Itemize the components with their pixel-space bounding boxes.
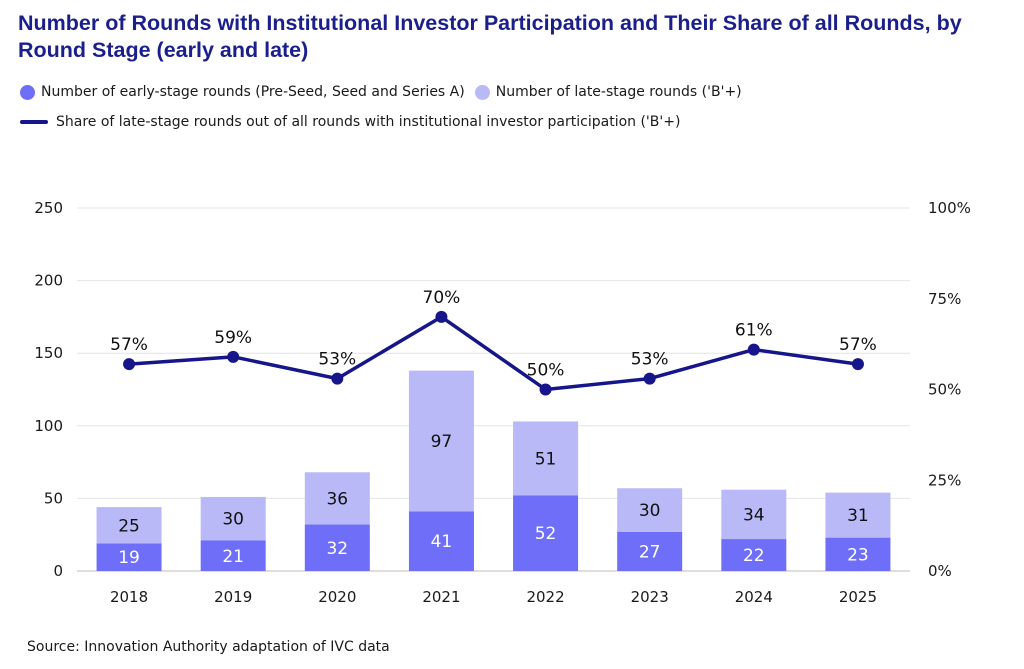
chart-title: Number of Rounds with Institutional Inve… [18,11,962,62]
data-label-late: 51 [535,449,557,469]
share-point [539,383,552,396]
share-label: 53% [631,350,669,370]
bar-late-2025 [825,492,891,538]
y-tick-label: 200 [34,272,63,290]
bar-early-2021 [408,511,474,571]
x-tick-label: 2019 [214,588,252,606]
legend-item-share: Share of late-stage rounds out of all ro… [20,114,680,130]
share-point [643,372,656,385]
share-point [123,358,136,371]
data-label-early: 52 [535,524,557,544]
source-note: Source: Innovation Authority adaptation … [27,639,390,655]
share-point [851,358,864,371]
x-tick-label: 2022 [526,588,564,606]
bar-late-2021 [408,370,474,512]
legend-swatch-late [474,84,490,100]
share-label: 70% [423,288,461,308]
data-label-early: 41 [431,532,453,552]
bar-late-2020 [304,472,370,525]
share-label: 61% [735,321,773,341]
x-tick-label: 2020 [318,588,356,606]
share-label: 50% [527,361,565,381]
x-tick-label: 2023 [631,588,669,606]
bar-early-2023 [617,531,683,571]
legend-label-early: Number of early-stage rounds (Pre-Seed, … [41,84,465,100]
legend-swatch-early [20,84,35,100]
bar-early-2025 [825,537,891,571]
bar-late-2022 [513,421,579,496]
y2-tick-label: 75% [928,290,961,308]
y2-tick-label: 25% [928,471,961,489]
data-label-late: 30 [639,501,661,521]
share-label: 59% [214,328,252,348]
y2-tick-label: 100% [928,199,971,217]
share-line [128,315,859,392]
share-label: 57% [839,335,877,355]
data-label-late: 30 [222,510,244,530]
legend-label-share: Share of late-stage rounds out of all ro… [56,114,681,130]
bar-early-2024 [721,539,787,571]
y-tick-label: 150 [34,344,63,362]
share-point [747,343,760,356]
y-tick-label: 100 [34,417,63,435]
legend-line-row: Share of late-stage rounds out of all ro… [20,114,690,130]
x-tick-label: 2024 [735,588,773,606]
bar-late-2023 [617,488,683,532]
data-label-early: 21 [222,547,244,567]
data-label-late: 25 [118,516,140,536]
y2-tick-label: 0% [928,562,952,580]
bar-early-2020 [304,524,370,571]
data-label-early: 32 [326,539,348,559]
share-point [227,350,240,363]
y-tick-label: 50 [44,489,63,507]
data-label-late: 34 [743,505,765,525]
x-tick-label: 2025 [839,588,877,606]
legend-label-late: Number of late-stage rounds ('B'+) [495,84,742,100]
data-label-early: 19 [118,548,140,568]
data-label-late: 36 [326,489,348,509]
share-label: 53% [318,350,356,370]
legend-swatch-share [20,120,48,124]
data-label-early: 27 [639,542,661,562]
share-point [331,372,344,385]
y2-tick-label: 50% [928,381,961,399]
share-point [435,310,448,323]
bar-early-2022 [513,495,579,571]
data-label-early: 22 [743,546,765,566]
legend: Number of early-stage rounds (Pre-Seed, … [20,84,752,100]
x-tick-label: 2021 [422,588,460,606]
y-tick-label: 250 [34,199,63,217]
bar-late-2019 [200,496,266,541]
data-label-late: 97 [431,432,453,452]
legend-item-late: Number of late-stage rounds ('B'+) [474,84,742,100]
bar-early-2018 [96,543,162,571]
bar-late-2018 [96,507,162,544]
y-tick-label: 0 [53,562,63,580]
share-label: 57% [110,335,148,355]
bar-late-2024 [721,489,787,540]
bar-early-2019 [200,540,266,571]
data-label-late: 31 [847,506,869,526]
legend-item-early: Number of early-stage rounds (Pre-Seed, … [20,84,465,100]
data-label-early: 23 [847,545,869,565]
x-tick-label: 2018 [110,588,148,606]
